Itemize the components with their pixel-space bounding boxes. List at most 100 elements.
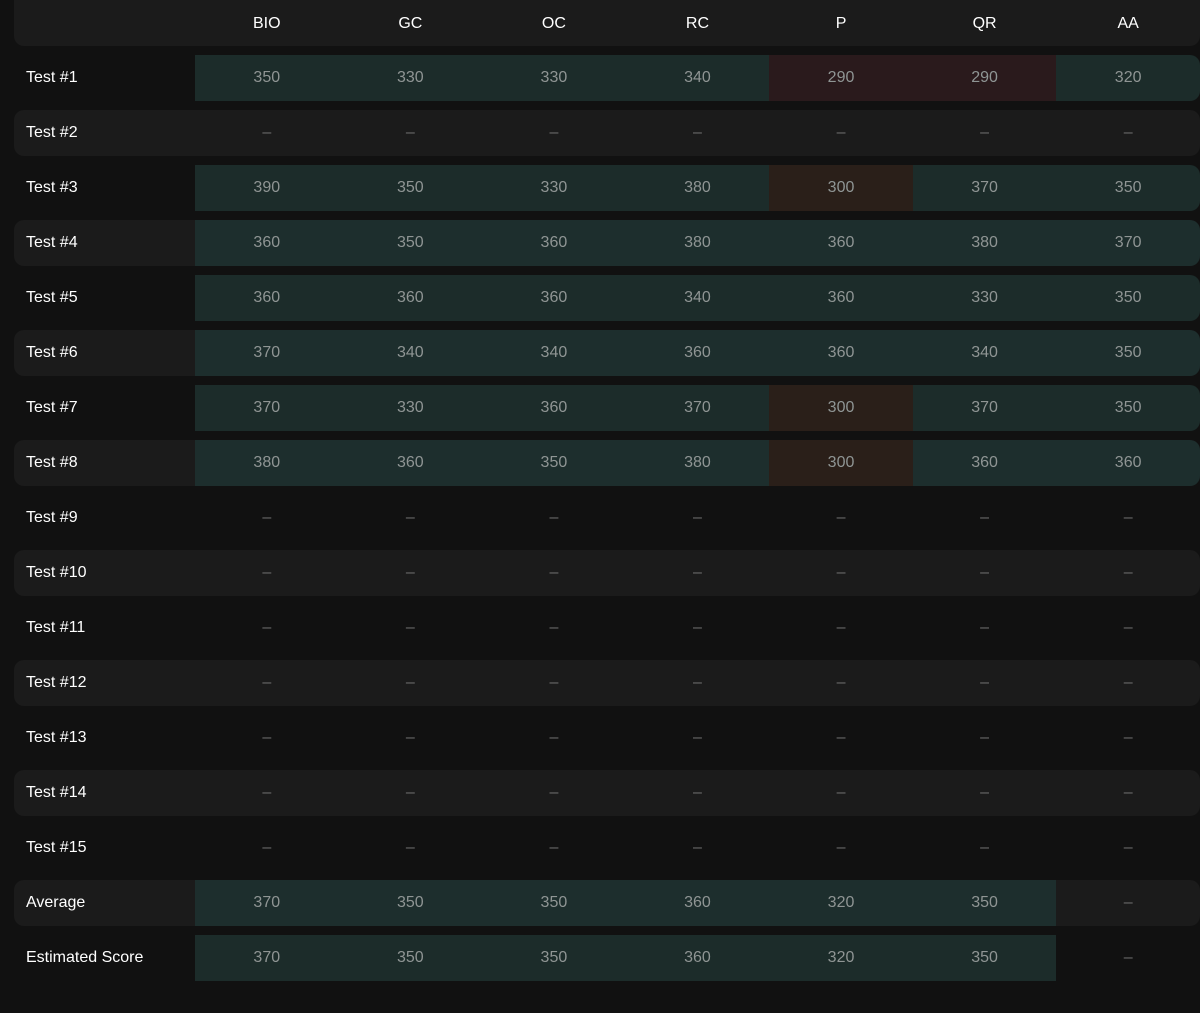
- header-cells: BIO GC OC RC P QR AA: [195, 0, 1200, 46]
- score-cell-oc: –: [549, 564, 559, 581]
- table-row: Test #2 – – – – – – –: [14, 110, 1200, 156]
- score-cell-p: –: [836, 619, 846, 636]
- score-cell-qr: 360: [912, 440, 1057, 486]
- score-cell-gc: 350: [338, 935, 483, 981]
- score-cell-p: 290: [769, 55, 913, 101]
- row-label: Test #12: [26, 674, 87, 691]
- table-body: Test #1 350 330 330 340 290 290 320 Test #2– – – – –…: [14, 55, 1200, 990]
- score-cell-rc: –: [693, 729, 702, 746]
- score-cell-gc: –: [405, 674, 415, 691]
- row-cells: – – – – – – –: [195, 605, 1200, 651]
- score-cell-rc: 370: [625, 385, 770, 431]
- score-cell-qr: –: [980, 839, 990, 856]
- table-row: Estimated Score 370 350 350 360 320 350–: [14, 935, 1200, 981]
- score-cell-aa: 350: [1056, 330, 1200, 376]
- row-cells: 370 340 340 360 360 340 350: [195, 330, 1200, 376]
- score-cell-qr: 290: [912, 55, 1057, 101]
- score-cell-qr: –: [980, 674, 990, 691]
- row-cells: 350 330 330 340 290 290 320: [195, 55, 1200, 101]
- score-cell-rc: 380: [625, 220, 770, 266]
- score-cell-qr: 380: [912, 220, 1057, 266]
- score-cell-aa: 370: [1056, 220, 1200, 266]
- table-header: BIO GC OC RC P QR AA: [14, 0, 1200, 46]
- row-cells: – – – – – – –: [195, 715, 1200, 761]
- score-cell-oc: –: [549, 784, 559, 801]
- table-row: Test #4 360 350 360 380 360 380 370: [14, 220, 1200, 266]
- row-cells: – – – – – – –: [195, 110, 1200, 156]
- score-cell-bio: –: [262, 509, 272, 526]
- score-cell-aa: –: [1123, 124, 1133, 141]
- score-cell-aa: 350: [1056, 165, 1200, 211]
- score-cell-gc: –: [405, 564, 415, 581]
- score-cell-bio: –: [262, 619, 272, 636]
- score-cell-bio: –: [262, 784, 272, 801]
- score-cell-rc: –: [693, 619, 702, 636]
- score-cell-qr: –: [980, 124, 990, 141]
- table-row: Test #15 – – – – – – –: [14, 825, 1200, 871]
- row-cells: – – – – – – –: [195, 495, 1200, 541]
- score-cell-rc: 380: [625, 440, 770, 486]
- score-cell-rc: –: [693, 124, 702, 141]
- row-cells: 370 350 350 360 320 350–: [195, 880, 1200, 926]
- table-row: Average 370 350 350 360 320 350–: [14, 880, 1200, 926]
- row-cells: – – – – – – –: [195, 550, 1200, 596]
- score-cell-aa: –: [1123, 839, 1133, 856]
- row-cells: 370 330 360 370 300 370 350: [195, 385, 1200, 431]
- row-label: Estimated Score: [26, 949, 144, 966]
- score-cell-bio: –: [262, 564, 272, 581]
- score-cell-oc: 350: [482, 440, 626, 486]
- row-label: Test #3: [26, 179, 78, 196]
- table-row: Test #7 370 330 360 370 300 370 350: [14, 385, 1200, 431]
- score-cell-p: 320: [769, 880, 913, 926]
- score-cell-aa: –: [1123, 564, 1133, 581]
- table-row: Test #8 380 360 350 380 300 360 360: [14, 440, 1200, 486]
- row-label: Test #8: [26, 454, 78, 471]
- score-cell-aa: –: [1123, 784, 1133, 801]
- score-cell-oc: 330: [482, 165, 626, 211]
- score-cell-aa: –: [1123, 894, 1133, 911]
- score-cell-oc: 330: [482, 55, 626, 101]
- score-cell-p: –: [836, 564, 846, 581]
- score-cell-qr: 370: [912, 385, 1057, 431]
- score-cell-p: 300: [769, 440, 913, 486]
- score-cell-gc: 350: [338, 880, 483, 926]
- score-cell-bio: 380: [195, 440, 339, 486]
- score-cell-rc: 360: [625, 935, 770, 981]
- score-cell-rc: 340: [625, 275, 770, 321]
- score-cell-qr: –: [980, 509, 990, 526]
- score-cell-rc: –: [693, 564, 702, 581]
- score-cell-bio: –: [262, 124, 272, 141]
- score-cell-bio: 350: [195, 55, 339, 101]
- score-cell-oc: 340: [482, 330, 626, 376]
- column-header-oc: OC: [541, 15, 566, 32]
- row-cells: 370 350 350 360 320 350–: [195, 935, 1200, 981]
- score-cell-gc: 350: [338, 165, 483, 211]
- score-cell-oc: 360: [482, 220, 626, 266]
- table-row: Test #12 – – – – – – –: [14, 660, 1200, 706]
- score-cell-gc: 360: [338, 275, 483, 321]
- score-cell-qr: –: [980, 784, 990, 801]
- score-cell-qr: –: [980, 729, 990, 746]
- score-cell-bio: 360: [195, 275, 339, 321]
- score-cell-qr: 330: [912, 275, 1057, 321]
- score-cell-aa: 320: [1056, 55, 1200, 101]
- table-row: Test #14 – – – – – – –: [14, 770, 1200, 816]
- score-cell-bio: 370: [195, 385, 339, 431]
- score-cell-p: –: [836, 124, 846, 141]
- column-header-gc: GC: [398, 15, 423, 32]
- score-cell-aa: –: [1123, 509, 1133, 526]
- score-cell-gc: –: [405, 839, 415, 856]
- score-cell-rc: –: [693, 509, 702, 526]
- score-cell-gc: 340: [338, 330, 483, 376]
- score-cell-qr: –: [980, 619, 990, 636]
- score-cell-bio: 370: [195, 935, 339, 981]
- score-cell-aa: –: [1123, 674, 1133, 691]
- row-label: Test #7: [26, 399, 78, 416]
- score-cell-gc: 350: [338, 220, 483, 266]
- score-cell-gc: 360: [338, 440, 483, 486]
- score-cell-rc: –: [693, 674, 702, 691]
- score-cell-rc: –: [693, 839, 702, 856]
- row-label: Test #15: [26, 839, 87, 856]
- column-header-p: P: [835, 15, 847, 32]
- score-cell-oc: –: [549, 509, 559, 526]
